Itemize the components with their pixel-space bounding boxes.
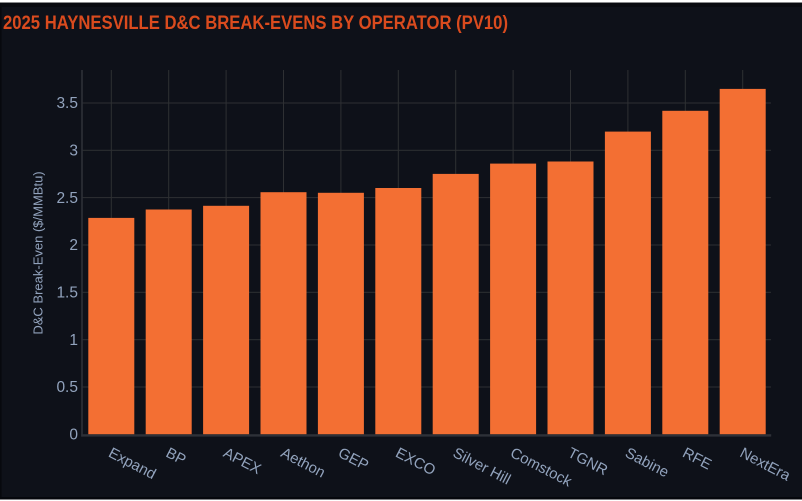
svg-text:0: 0 <box>69 426 78 443</box>
svg-text:2025 HAYNESVILLE D&C BREAK-EVE: 2025 HAYNESVILLE D&C BREAK-EVENS BY OPER… <box>3 13 508 34</box>
svg-text:0.5: 0.5 <box>56 379 78 396</box>
svg-text:3: 3 <box>69 143 78 160</box>
svg-text:2.5: 2.5 <box>56 190 78 207</box>
svg-text:2: 2 <box>69 237 78 254</box>
svg-text:3.5: 3.5 <box>56 95 78 112</box>
svg-text:1: 1 <box>69 332 78 349</box>
svg-text:D&C Break-Even ($/MMBtu): D&C Break-Even ($/MMBtu) <box>30 171 45 334</box>
svg-text:1.5: 1.5 <box>56 285 78 302</box>
